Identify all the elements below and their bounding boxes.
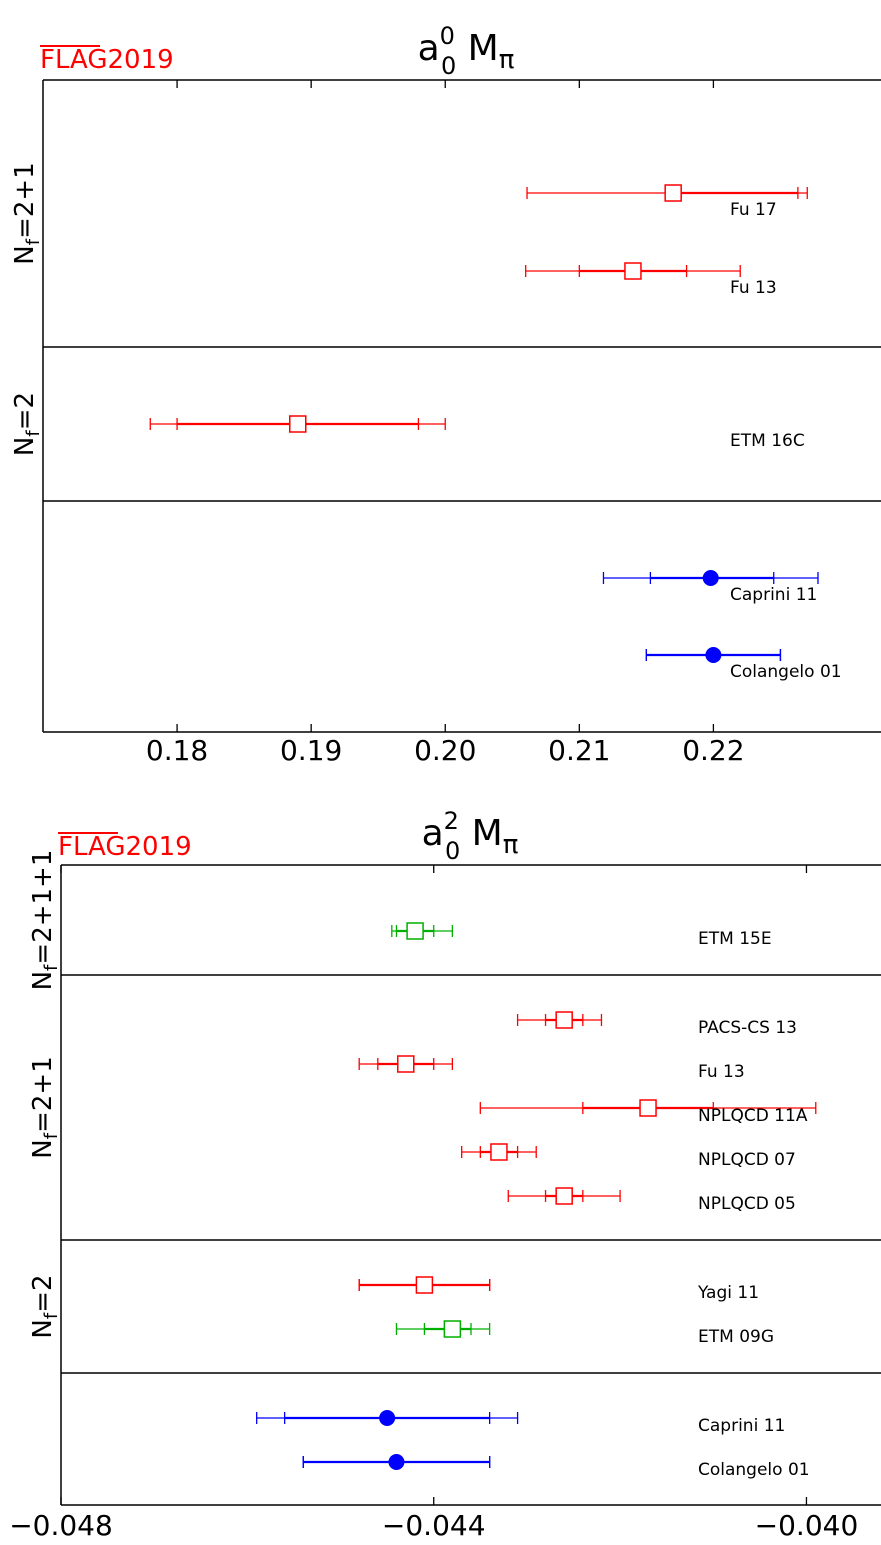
data-point: Colangelo 01 [645,647,842,682]
group-label: Nf=2+1+1 [28,850,62,991]
series-label: PACS-CS 13 [698,1018,797,1038]
data-point: Fu 13 [358,1055,745,1082]
x-tick-label: −0.044 [382,1509,486,1542]
series-label: Fu 13 [698,1062,745,1082]
data-point: ETM 16C [149,415,805,451]
group-label: Nf=2 [28,1274,62,1338]
marker-square [664,184,682,202]
marker-circle [388,1454,405,1470]
data-point: ETM 09G [395,1320,774,1347]
series-label: ETM 09G [698,1327,774,1347]
marker-square [443,1320,462,1338]
series-label: ETM 15E [698,929,772,949]
x-tick-label: −0.048 [9,1509,113,1542]
x-tick-label: −0.040 [755,1509,859,1542]
group-label: Nf=2 [10,392,44,456]
data-point: NPLQCD 07 [461,1143,796,1170]
marker-square [639,1099,657,1117]
group-label: Nf=2+1 [28,1056,62,1158]
marker-square [624,262,642,280]
marker-circle [705,647,722,663]
data-point: Caprini 11 [602,570,819,605]
flag-logo: FLAG2019 [40,45,174,75]
series-label: Colangelo 01 [698,1460,810,1480]
data-point: Yagi 11 [358,1276,759,1303]
series-label: NPLQCD 07 [698,1150,796,1170]
flag-logo: FLAG2019 [58,832,192,862]
marker-square [490,1143,508,1161]
series-label: NPLQCD 05 [698,1194,796,1214]
marker-square [415,1276,434,1294]
marker-square [289,415,307,433]
marker-square [406,922,424,940]
data-point: ETM 15E [391,922,772,949]
data-point: NPLQCD 05 [507,1187,796,1214]
data-point: Fu 13 [525,262,777,298]
series-label: Fu 13 [730,278,777,298]
x-tick-label: 0.19 [280,734,342,767]
marker-circle [702,570,719,586]
series-label: Yagi 11 [697,1283,759,1303]
marker-square [397,1055,415,1073]
data-point: PACS-CS 13 [516,1011,797,1038]
marker-square [555,1187,573,1205]
chart-title: a2 0 Mπ [422,807,519,865]
data-point: Colangelo 01 [302,1454,810,1480]
x-tick-label: 0.18 [146,734,208,767]
marker-circle [379,1410,396,1426]
series-label: Caprini 11 [698,1416,785,1436]
data-point: NPLQCD 11A [479,1099,817,1126]
chart-title: a0 0 Mπ [418,22,515,80]
data-point: Fu 17 [526,184,808,220]
x-tick-label: 0.20 [414,734,476,767]
series-label: Fu 17 [730,200,777,220]
series-label: Colangelo 01 [730,662,842,682]
series-label: ETM 16C [730,431,805,451]
data-point: Caprini 11 [256,1410,785,1436]
x-tick-label: 0.21 [548,734,610,767]
x-tick-label: 0.22 [682,734,744,767]
marker-square [555,1011,573,1029]
series-label: NPLQCD 11A [698,1106,808,1126]
group-label: Nf=2+1 [10,162,44,264]
chart-panel-1: a0 0 Mπ FLAG2019 Nf=2+1 Nf=2 0.18 0.19 0.20 0.21… [10,22,881,767]
series-label: Caprini 11 [730,585,817,605]
